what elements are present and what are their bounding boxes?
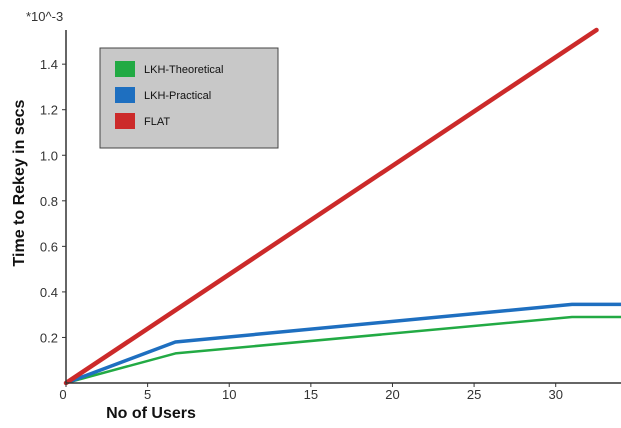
y-axis-title: Time to Rekey in secs (11, 99, 28, 266)
x-tick-label: 10 (222, 387, 236, 402)
series-line-lkh-practical (64, 302, 621, 385)
legend-swatch (115, 113, 135, 129)
x-tick-label: 20 (385, 387, 399, 402)
y-tick-label: 1.0 (40, 148, 58, 163)
y-tick-label: 1.2 (40, 103, 58, 118)
x-tick-label: 30 (548, 387, 562, 402)
legend-swatch (115, 87, 135, 103)
legend-swatch (115, 61, 135, 77)
x-tick-label: 0 (59, 387, 66, 402)
x-tick-label: 5 (144, 387, 151, 402)
legend-label: LKH-Practical (144, 90, 211, 102)
series-line-flat (63, 27, 599, 386)
tick-layer: 0 5 10 15 20 25 30 0.2 0.4 0.6 0.8 1.0 1.2 1.4 (40, 57, 563, 402)
x-tick-label: 15 (304, 387, 318, 402)
y-tick-label: 0.8 (40, 194, 58, 209)
y-tick-label: 0.6 (40, 239, 58, 254)
legend-label: FLAT (144, 116, 170, 128)
axes (65, 30, 621, 384)
y-tick-label: 0.2 (40, 330, 58, 345)
y-tick-label: 0.4 (40, 285, 58, 300)
x-tick-label: 25 (467, 387, 481, 402)
legend: LKH-Theoretical LKH-Practical FLAT (99, 47, 279, 149)
series-line-lkh-theoretical (64, 315, 621, 385)
x-axis-title: No of Users (106, 405, 196, 422)
y-multiplier-label: *10^-3 (26, 9, 63, 24)
series-layer (63, 27, 621, 386)
y-tick-label: 1.4 (40, 57, 58, 72)
legend-label: LKH-Theoretical (144, 64, 223, 76)
